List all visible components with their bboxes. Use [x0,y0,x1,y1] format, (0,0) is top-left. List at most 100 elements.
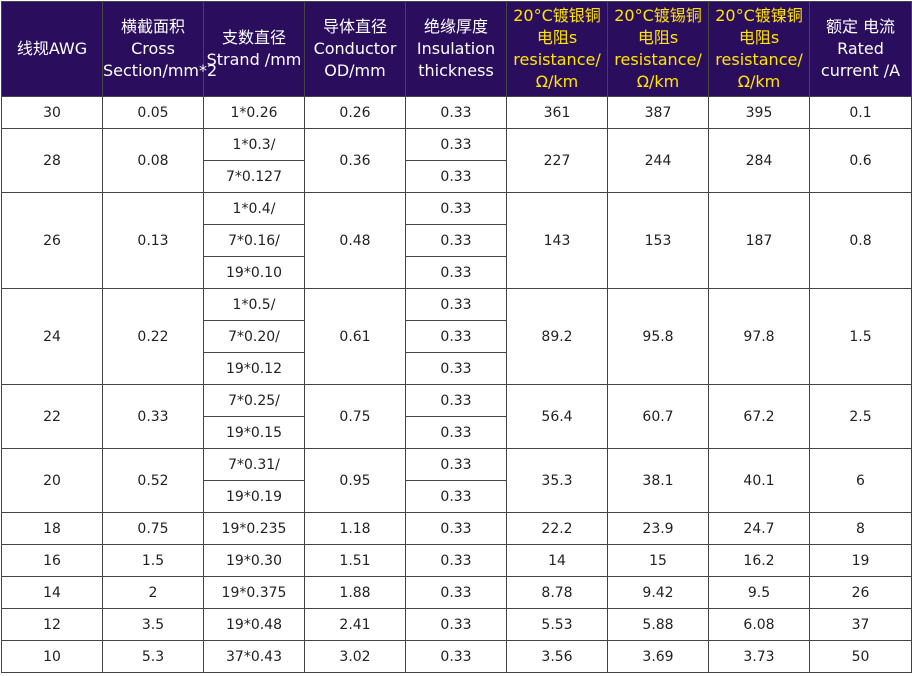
rated-current-cell: 37 [809,608,912,641]
insulation-cell: 0.33 [405,448,507,481]
section-cell: 1.5 [102,544,204,577]
strand-cell: 19*0.10 [203,256,305,289]
insulation-cell: 0.33 [405,480,507,513]
silver-resistance-cell: 8.78 [506,576,608,609]
insulation-cell: 0.33 [405,96,507,129]
header-silver-resistance: 20°C镀银铜电阻s resistance/Ω/km [506,1,608,97]
nickel-resistance-cell: 24.7 [708,512,810,545]
silver-resistance-cell: 143 [506,192,608,289]
conductor-cell: 0.75 [304,384,406,449]
silver-resistance-cell: 56.4 [506,384,608,449]
awg-cell: 22 [1,384,103,449]
table-row: 12 3.5 19*0.48 2.41 0.33 5.53 5.88 6.08 … [1,608,912,641]
tin-resistance-cell: 3.69 [607,640,709,673]
conductor-cell: 0.36 [304,128,406,193]
strand-cell: 7*0.31/ [203,448,305,481]
strand-cell: 7*0.20/ [203,320,305,353]
tin-resistance-cell: 9.42 [607,576,709,609]
table-row: 19*0.10 0.33 [2,256,912,289]
strand-cell: 1*0.4/ [203,192,305,225]
conductor-cell: 0.61 [304,288,406,385]
nickel-resistance-cell: 6.08 [708,608,810,641]
silver-resistance-cell: 35.3 [506,448,608,513]
table-row: 19*0.12 0.33 [2,352,912,385]
awg-cell: 10 [1,640,103,673]
table-row: 28 0.08 1*0.3/ 0.36 0.33 227 244 284 0.6 [1,128,912,193]
rated-current-cell: 0.8 [809,192,912,289]
nickel-resistance-cell: 40.1 [708,448,810,513]
conductor-cell: 0.95 [304,448,406,513]
table-row: 19*0.19 0.33 [2,480,912,513]
insulation-cell: 0.33 [405,512,507,545]
header-tin-resistance: 20°C镀锡铜电阻s resistance/Ω/km [607,1,709,97]
silver-resistance-cell: 14 [506,544,608,577]
section-cell: 0.13 [102,192,204,289]
nickel-resistance-cell: 16.2 [708,544,810,577]
insulation-cell: 0.33 [405,128,507,161]
tin-resistance-cell: 153 [607,192,709,289]
awg-cell: 28 [1,128,103,193]
tin-resistance-cell: 15 [607,544,709,577]
silver-resistance-cell: 5.53 [506,608,608,641]
strand-cell: 7*0.127 [203,160,305,193]
silver-resistance-cell: 3.56 [506,640,608,673]
header-nickel-resistance: 20°C镀镍铜电阻s resistance/Ω/km [708,1,810,97]
section-cell: 0.52 [102,448,204,513]
strand-cell: 19*0.12 [203,352,305,385]
rated-current-cell: 8 [809,512,912,545]
insulation-cell: 0.33 [405,544,507,577]
awg-cell: 26 [1,192,103,289]
section-cell: 3.5 [102,608,204,641]
strand-cell: 19*0.48 [203,608,305,641]
rated-current-cell: 0.6 [809,128,912,193]
header-row: 线规AWG 横截面积 Cross Section/mm*2 支数直径 Stran… [1,1,912,97]
header-insulation-thickness: 绝缘厚度 Insulation thickness [405,1,507,97]
nickel-resistance-cell: 395 [708,96,810,129]
header-cross-section: 横截面积 Cross Section/mm*2 [102,1,217,97]
rated-current-cell: 2.5 [809,384,912,449]
conductor-cell: 2.41 [304,608,406,641]
table-row: 24 0.22 1*0.5/ 0.61 0.33 89.2 95.8 97.8 … [1,288,912,385]
section-cell: 0.33 [102,384,204,449]
insulation-cell: 0.33 [405,256,507,289]
header-strand: 支数直径 Strand /mm [203,1,305,97]
conductor-cell: 1.18 [304,512,406,545]
nickel-resistance-cell: 284 [708,128,810,193]
strand-cell: 19*0.375 [203,576,305,609]
insulation-cell: 0.33 [405,352,507,385]
header-rated-current: 额定 电流 Rated current /A [809,1,912,97]
table-row: 19*0.15 0.33 [2,416,912,449]
nickel-resistance-cell: 3.73 [708,640,810,673]
table-row: 7*0.16/ 0.33 [2,224,912,257]
awg-cell: 20 [1,448,103,513]
nickel-resistance-cell: 187 [708,192,810,289]
section-cell: 5.3 [102,640,204,673]
insulation-cell: 0.33 [405,288,507,321]
strand-cell: 1*0.3/ [203,128,305,161]
section-cell: 0.08 [102,128,204,193]
table-row: 26 0.13 1*0.4/ 0.48 0.33 143 153 187 0.8 [1,192,912,289]
section-cell: 0.05 [102,96,204,129]
insulation-cell: 0.33 [405,608,507,641]
conductor-cell: 1.88 [304,576,406,609]
strand-cell: 19*0.30 [203,544,305,577]
nickel-resistance-cell: 9.5 [708,576,810,609]
strand-cell: 1*0.26 [203,96,305,129]
strand-cell: 19*0.15 [203,416,305,449]
rated-current-cell: 0.1 [809,96,912,129]
rated-current-cell: 1.5 [809,288,912,385]
strand-cell: 1*0.5/ [203,288,305,321]
table-row: 16 1.5 19*0.30 1.51 0.33 14 15 16.2 19 [1,544,912,577]
silver-resistance-cell: 89.2 [506,288,608,385]
conductor-cell: 0.48 [304,192,406,289]
table-row: 20 0.52 7*0.31/ 0.95 0.33 35.3 38.1 40.1… [1,448,912,513]
tin-resistance-cell: 5.88 [607,608,709,641]
insulation-cell: 0.33 [405,192,507,225]
table-row: 14 2 19*0.375 1.88 0.33 8.78 9.42 9.5 26 [1,576,912,609]
insulation-cell: 0.33 [405,160,507,193]
silver-resistance-cell: 22.2 [506,512,608,545]
awg-cell: 18 [1,512,103,545]
strand-cell: 37*0.43 [203,640,305,673]
awg-cell: 30 [1,96,103,129]
